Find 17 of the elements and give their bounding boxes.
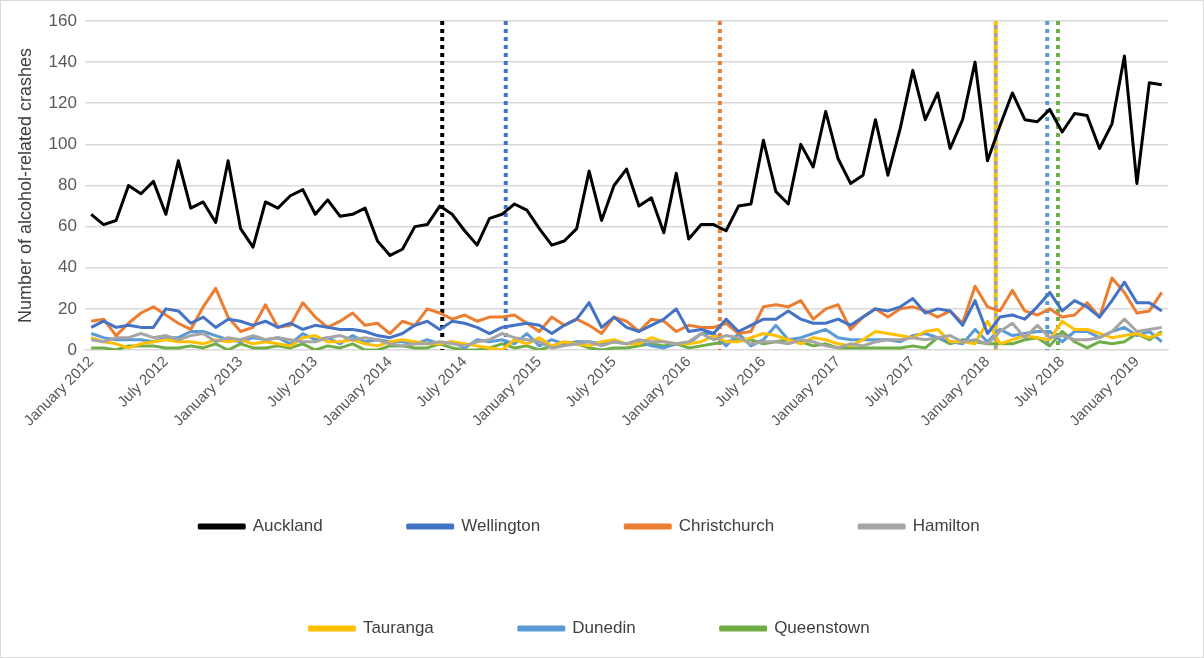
y-tick-label: 20 bbox=[58, 298, 77, 318]
y-tick-label: 120 bbox=[48, 92, 77, 112]
legend-label: Queenstown bbox=[774, 618, 870, 638]
y-tick-label: 60 bbox=[58, 216, 77, 236]
y-tick-label: 80 bbox=[58, 175, 77, 195]
legend-label: Auckland bbox=[252, 516, 323, 536]
y-tick-label: 40 bbox=[58, 257, 77, 277]
legend-label: Hamilton bbox=[912, 516, 980, 536]
legend-label: Tauranga bbox=[362, 618, 435, 638]
y-axis-title: Number of alcohol-related crashes bbox=[14, 47, 35, 324]
y-tick-label: 160 bbox=[48, 10, 77, 30]
legend-label: Christchurch bbox=[678, 516, 775, 536]
y-tick-label: 0 bbox=[67, 339, 77, 359]
legend-label: Dunedin bbox=[572, 618, 636, 638]
y-tick-label: 140 bbox=[48, 51, 77, 71]
legend-label: Wellington bbox=[461, 516, 541, 536]
y-tick-label: 100 bbox=[48, 134, 77, 154]
